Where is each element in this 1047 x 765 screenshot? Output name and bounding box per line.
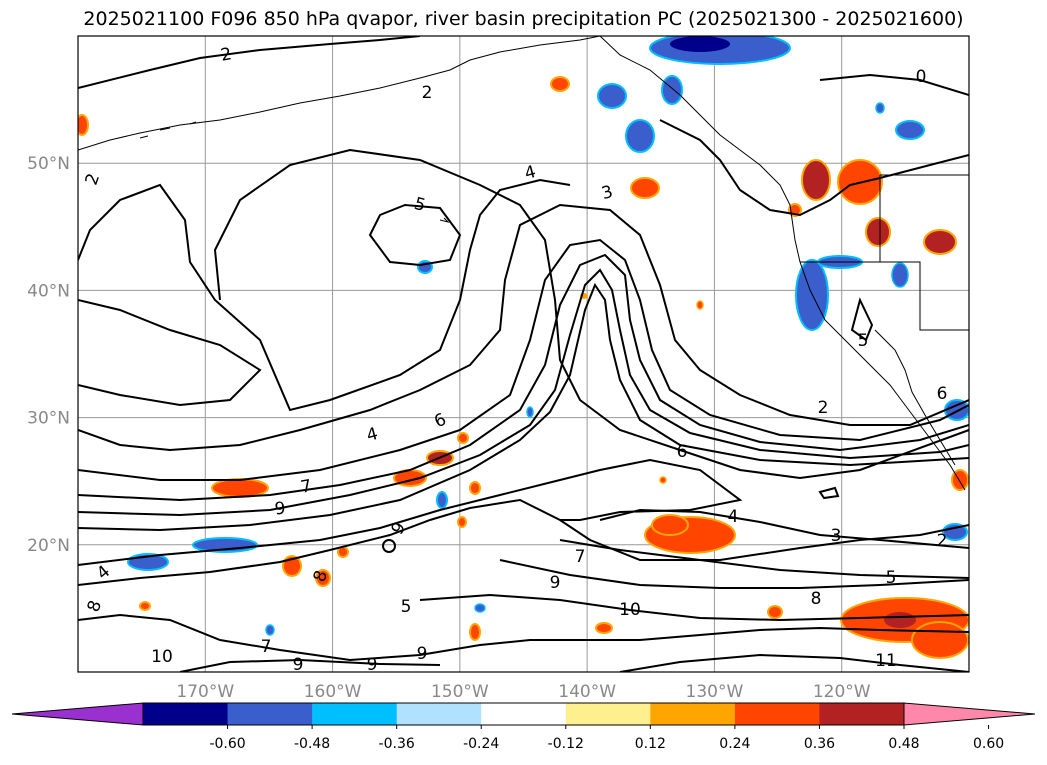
colorbar-segment [143,703,229,725]
coastlines [78,36,969,491]
colorbar-segment [312,703,398,725]
colorbar-segment [227,703,313,725]
contour-label: 7 [575,547,586,567]
colorbar-tick-label: 0.60 [973,736,1004,752]
latitude-labels: 50°N 40°N 30°N 20°N [27,154,70,556]
lon-label: 160°W [304,682,362,702]
contour-label: 8 [811,589,822,609]
longitude-labels: 170°W 160°W 150°W 140°W 130°W 120°W [176,682,870,702]
contour-label: 2 [937,531,948,551]
contour-label: 9 [367,655,378,675]
colorbar-outline [142,702,905,726]
lat-label: 50°N [27,154,70,174]
colorbar-tick-label: -0.60 [209,736,245,752]
colorbar-tick-label: -0.24 [463,736,499,752]
contour-label: 4 [364,424,380,446]
contour-label: 3 [831,526,842,546]
contour-label: 0 [916,67,927,87]
colorbar-tick-label: -0.48 [294,736,330,752]
lon-label: 130°W [686,682,744,702]
contour-label: 5 [401,597,412,617]
lat-label: 30°N [27,409,70,429]
colorbar-segment [650,703,736,725]
colorbar-segment [396,703,482,725]
lon-label: 120°W [813,682,871,702]
contour-label: 2 [219,44,233,66]
colorbar-tick-label: 0.12 [635,736,666,752]
lon-label: 150°W [431,682,489,702]
contour-label: 4 [728,507,739,527]
precip-shading [78,36,969,659]
colorbar-segment [819,703,905,725]
colorbar-tick-label: 0.24 [719,736,750,752]
contour-label: 2 [422,83,433,103]
contour-label: 3 [599,182,615,204]
colorbar-tick-label: 0.36 [804,736,835,752]
contour-label: 2 [818,398,829,418]
contour-label: 4 [522,162,538,184]
colorbar-tick-label: -0.12 [548,736,584,752]
colorbar-tick-label: -0.36 [379,736,415,752]
contour-label: 6 [937,384,948,404]
map-title: 2025021100 F096 850 hPa qvapor, river ba… [83,8,964,30]
contour-label: 10 [151,647,173,667]
contour-label: 9 [550,573,561,593]
contour-label: 9 [274,499,287,520]
lon-label: 140°W [558,682,616,702]
plot-frame [77,35,970,673]
qvapor-contours [78,36,969,672]
contour-label: 9 [417,644,428,664]
contour-label: 5 [412,194,428,216]
lat-label: 40°N [27,281,70,301]
contour-label: 6 [677,442,688,462]
contour-label: 11 [875,651,897,671]
colorbar-tick-label: 0.48 [888,736,919,752]
colorbar: -0.60 -0.48 -0.36 -0.24 -0.12 0.12 0.24 0.36 0.4… [11,702,1036,752]
colorbar-segment [565,703,651,725]
contour-label: 5 [858,331,869,351]
colorbar-extend-high [903,702,1036,726]
colorbar-segment [734,703,820,725]
colorbar-segment [481,703,567,725]
contour-label: 10 [619,600,641,620]
contour-label: 7 [261,637,272,657]
contour-label: 7 [299,476,313,498]
lat-label: 20°N [27,536,70,556]
contour-label: 9 [293,655,304,675]
lon-label: 170°W [176,682,234,702]
plot-area [78,36,969,672]
contour-label: 5 [886,568,897,588]
colorbar-extend-low [11,702,144,726]
